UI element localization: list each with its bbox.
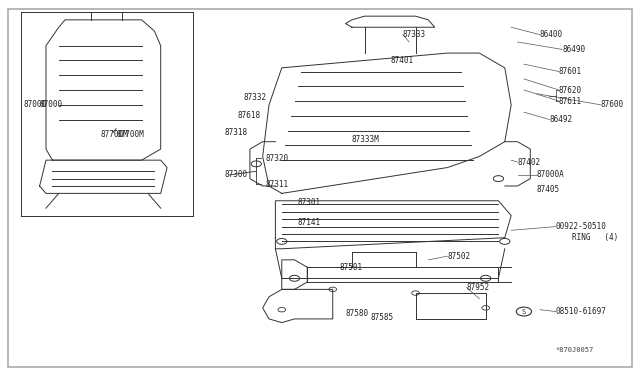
Text: 87952: 87952 — [467, 283, 490, 292]
Text: 87700M: 87700M — [100, 130, 128, 139]
Text: 87000A: 87000A — [537, 170, 564, 179]
Text: 87318: 87318 — [225, 128, 248, 137]
Text: 86492: 86492 — [549, 115, 573, 124]
Text: 87620: 87620 — [559, 86, 582, 94]
Text: 86400: 86400 — [540, 30, 563, 39]
Text: 87000: 87000 — [24, 100, 47, 109]
Text: 87580: 87580 — [346, 309, 369, 318]
Text: 87405: 87405 — [537, 185, 560, 194]
Text: 87700M: 87700M — [116, 130, 144, 139]
Text: 87618: 87618 — [237, 111, 260, 121]
Text: 87402: 87402 — [518, 157, 541, 167]
Text: 87333M: 87333M — [352, 135, 380, 144]
Text: 86490: 86490 — [562, 45, 585, 54]
Text: 87600: 87600 — [600, 100, 623, 109]
Text: 87501: 87501 — [339, 263, 362, 272]
Text: 87601: 87601 — [559, 67, 582, 76]
Text: 87333: 87333 — [403, 30, 426, 39]
Text: 87141: 87141 — [298, 218, 321, 227]
Text: 08510-61697: 08510-61697 — [556, 307, 607, 316]
Text: 87401: 87401 — [390, 56, 413, 65]
Text: 87301: 87301 — [298, 198, 321, 207]
Text: 00922-50510: 00922-50510 — [556, 222, 607, 231]
Text: 87611: 87611 — [559, 97, 582, 106]
Text: 87300: 87300 — [225, 170, 248, 179]
Text: 87000: 87000 — [40, 100, 63, 109]
Text: S: S — [522, 308, 526, 315]
Text: 87320: 87320 — [266, 154, 289, 163]
Text: 87332: 87332 — [244, 93, 267, 102]
Text: *870J0057: *870J0057 — [556, 347, 594, 353]
Text: 87585: 87585 — [371, 312, 394, 321]
Text: 87311: 87311 — [266, 180, 289, 189]
Text: 87502: 87502 — [447, 251, 470, 261]
Text: RING   (4): RING (4) — [572, 233, 618, 242]
